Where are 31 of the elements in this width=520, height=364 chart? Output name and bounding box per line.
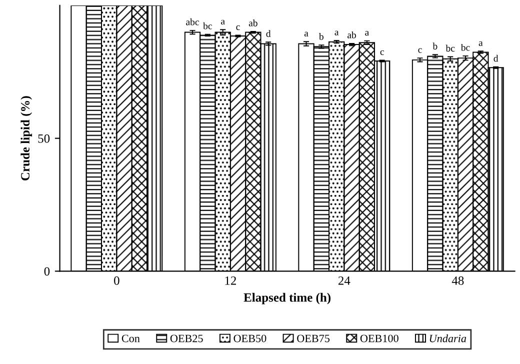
data-label: a [478, 41, 483, 46]
legend-label: Con [122, 334, 140, 342]
data-label: d [494, 54, 498, 62]
data-label: b [318, 33, 324, 40]
data-label: a [304, 32, 308, 36]
data-label: ab [348, 31, 356, 38]
data-label: b [432, 42, 438, 50]
x-tick-label: 12 [225, 276, 236, 285]
data-label: a [365, 30, 369, 36]
legend-label: OEB75 [297, 334, 330, 342]
x-axis-title: Elapsed time (h) [244, 292, 330, 304]
x-tick-label: 24 [338, 276, 350, 285]
data-label: a [334, 30, 339, 36]
x-tick-label: 0 [114, 276, 120, 285]
data-label: c [380, 50, 384, 56]
legend-label: OEB50 [234, 334, 266, 342]
y-tick-label: 50 [38, 134, 50, 143]
x-tick-label: 48 [452, 276, 464, 285]
data-label: bc [460, 44, 470, 51]
data-label: c [418, 48, 422, 53]
data-label: abc [186, 18, 199, 26]
legend-label: OEB100 [360, 334, 398, 342]
data-label: d [266, 30, 271, 37]
data-label: ab [248, 19, 258, 26]
data-label: c [236, 25, 240, 30]
legend-label: OEB25 [170, 334, 203, 342]
y-axis-title: Crude lipid (%) [20, 96, 32, 180]
data-label: bc [203, 22, 212, 30]
legend-label: Undaria [430, 334, 466, 342]
data-label: a [221, 20, 225, 24]
data-label: bc [446, 44, 455, 52]
